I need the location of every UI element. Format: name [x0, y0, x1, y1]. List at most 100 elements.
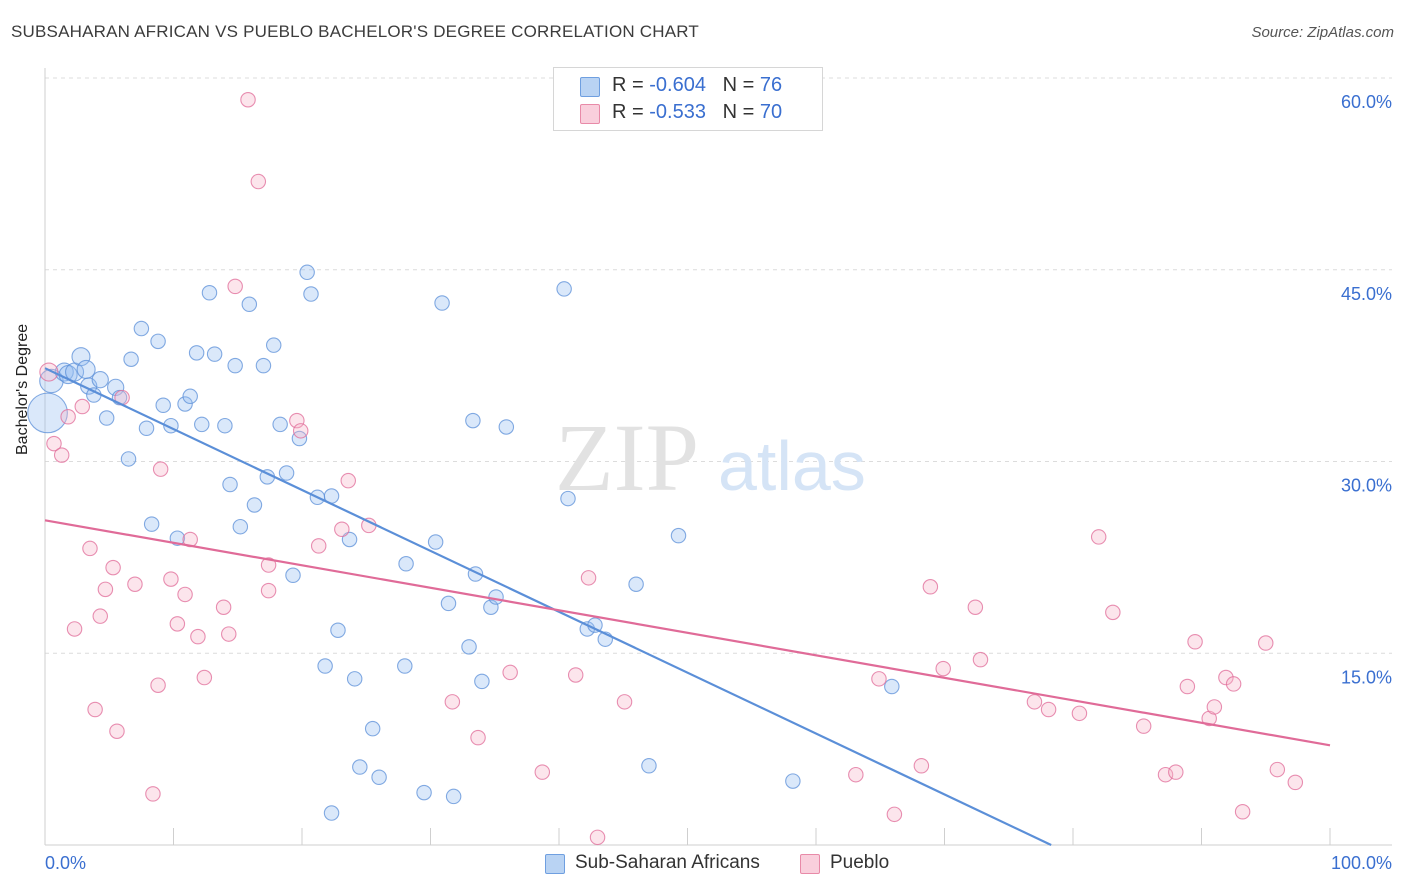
point-subsaharan	[194, 416, 210, 433]
point-pueblo	[53, 447, 70, 463]
legend-swatch-pueblo	[580, 104, 600, 124]
point-subsaharan	[474, 673, 490, 690]
point-subsaharan	[27, 392, 68, 434]
point-subsaharan	[299, 264, 315, 281]
point-pueblo	[105, 559, 121, 576]
point-pueblo	[922, 579, 939, 595]
y-tick-label: 15.0%	[1341, 667, 1392, 687]
point-pueblo	[1258, 635, 1274, 651]
bottom-legend-label: Pueblo	[830, 852, 890, 873]
point-pueblo	[1071, 705, 1088, 722]
point-subsaharan	[427, 534, 444, 550]
legend-swatch-subsaharan	[580, 77, 600, 97]
legend-r-value: -0.533	[649, 101, 706, 123]
point-pueblo	[616, 694, 633, 710]
point-pueblo	[1269, 761, 1286, 778]
point-subsaharan	[182, 388, 198, 405]
point-pueblo	[1218, 669, 1234, 686]
tick-labels: 15.0% 30.0% 45.0% 60.0% 0.0% 100.0%	[45, 92, 1392, 873]
point-pueblo	[1234, 804, 1251, 820]
watermark-zip: ZIP	[555, 404, 699, 511]
point-subsaharan	[560, 490, 576, 507]
y-tick-label: 30.0%	[1341, 476, 1392, 496]
point-pueblo	[163, 571, 179, 587]
point-subsaharan	[398, 556, 414, 572]
point-pueblo	[260, 582, 277, 599]
point-subsaharan	[255, 357, 272, 374]
point-pueblo	[46, 435, 62, 452]
point-pueblo	[87, 701, 103, 718]
point-pueblo	[589, 829, 606, 846]
point-subsaharan	[272, 416, 288, 433]
point-pueblo	[444, 694, 461, 710]
point-subsaharan	[232, 518, 249, 535]
legend-r-label: R =	[612, 101, 644, 123]
point-pueblo	[1090, 529, 1107, 545]
trend-line-pueblo	[44, 519, 1331, 747]
trend-lines	[44, 367, 1331, 846]
point-pueblo	[82, 540, 98, 557]
point-pueblo	[39, 362, 59, 382]
legend-n-value: 70	[759, 101, 783, 123]
point-pueblo	[470, 729, 486, 746]
point-pueblo	[935, 660, 951, 677]
point-subsaharan	[461, 639, 477, 655]
source-label: Source: ZipAtlas.com	[1251, 24, 1394, 41]
point-subsaharan	[241, 296, 258, 313]
point-subsaharan	[352, 759, 368, 775]
bottom-legend-label: Sub-Saharan Africans	[575, 852, 760, 873]
point-pueblo	[215, 599, 232, 615]
point-subsaharan	[434, 295, 450, 311]
point-pueblo	[913, 757, 930, 774]
point-subsaharan	[416, 784, 432, 801]
point-subsaharan	[143, 516, 160, 532]
point-subsaharan	[884, 678, 900, 695]
point-subsaharan	[445, 788, 462, 805]
trend-line-subsaharan	[44, 367, 1052, 846]
point-subsaharan	[364, 720, 381, 737]
point-pueblo	[177, 586, 193, 603]
point-pueblo	[190, 628, 206, 645]
point-subsaharan	[397, 658, 413, 674]
point-subsaharan	[188, 345, 205, 361]
point-subsaharan	[670, 527, 687, 544]
point-pueblo	[972, 651, 989, 668]
y-axis-label: Bachelor's Degree	[14, 323, 31, 455]
point-pueblo	[1225, 676, 1242, 692]
point-pueblo	[196, 669, 213, 686]
point-subsaharan	[785, 773, 801, 789]
point-pueblo	[340, 472, 357, 489]
point-subsaharan	[628, 576, 644, 592]
point-subsaharan	[133, 320, 150, 337]
bottom-legend-swatch-pueblo	[800, 854, 820, 874]
point-subsaharan	[91, 371, 109, 389]
x-tick-label: 100.0%	[1331, 853, 1392, 873]
point-pueblo	[1040, 701, 1057, 718]
point-pueblo	[334, 521, 350, 538]
axes	[44, 68, 1392, 846]
point-subsaharan	[155, 397, 171, 414]
chart-title: SUBSAHARAN AFRICAN VS PUEBLO BACHELOR'S …	[11, 22, 700, 41]
point-subsaharan	[177, 396, 193, 412]
legend-n-label: N =	[722, 101, 755, 123]
point-pueblo	[221, 626, 237, 642]
point-pueblo	[127, 576, 143, 592]
point-subsaharan	[341, 531, 358, 548]
point-pueblo	[1168, 764, 1184, 780]
point-pueblo	[534, 764, 551, 780]
y-tick-label: 45.0%	[1341, 284, 1392, 304]
point-subsaharan	[76, 359, 96, 380]
point-subsaharan	[246, 497, 263, 513]
point-pueblo	[152, 461, 169, 477]
point-subsaharan	[291, 430, 308, 447]
point-pueblo	[502, 664, 518, 681]
point-pueblo	[1179, 678, 1196, 695]
legend-n-label: N =	[722, 74, 755, 96]
point-pueblo	[109, 723, 125, 739]
point-subsaharan	[641, 757, 657, 774]
point-subsaharan	[440, 595, 457, 612]
point-subsaharan	[488, 589, 504, 605]
point-pueblo	[292, 423, 309, 439]
point-subsaharan	[123, 351, 139, 367]
point-subsaharan	[138, 420, 155, 437]
